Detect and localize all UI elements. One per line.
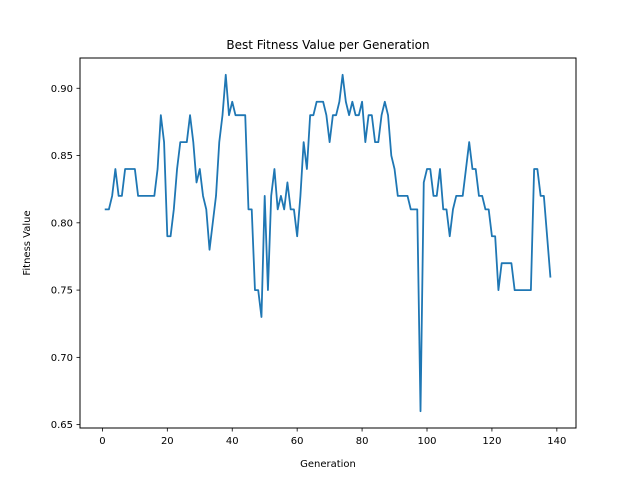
y-tick-label: 0.85 bbox=[51, 151, 73, 162]
x-tick-label: 100 bbox=[417, 436, 436, 447]
y-tick-label: 0.80 bbox=[51, 218, 73, 229]
x-tick-label: 80 bbox=[356, 436, 369, 447]
x-tick-label: 0 bbox=[99, 436, 105, 447]
y-axis-label: Fitness Value bbox=[22, 210, 33, 275]
y-tick-label: 0.65 bbox=[51, 420, 73, 431]
plot-frame bbox=[79, 57, 577, 429]
chart-title: Best Fitness Value per Generation bbox=[226, 38, 429, 52]
series-layer bbox=[104, 73, 552, 413]
ticks-layer: 0 20 40 60 80 100 120 140 0.65 0.70 0.75 0.80 0.85 0.… bbox=[51, 84, 567, 447]
y-tick-label: 0.90 bbox=[51, 84, 73, 95]
x-tick-label: 40 bbox=[226, 436, 239, 447]
y-tick-label: 0.75 bbox=[51, 286, 73, 297]
plot-area bbox=[80, 58, 576, 428]
x-tick-label: 140 bbox=[547, 436, 566, 447]
x-axis-label: Generation bbox=[300, 459, 356, 470]
y-tick-label: 0.70 bbox=[51, 353, 73, 364]
x-tick-label: 60 bbox=[291, 436, 304, 447]
x-tick-label: 120 bbox=[482, 436, 501, 447]
series-line bbox=[104, 73, 552, 413]
x-tick-label: 20 bbox=[161, 436, 174, 447]
